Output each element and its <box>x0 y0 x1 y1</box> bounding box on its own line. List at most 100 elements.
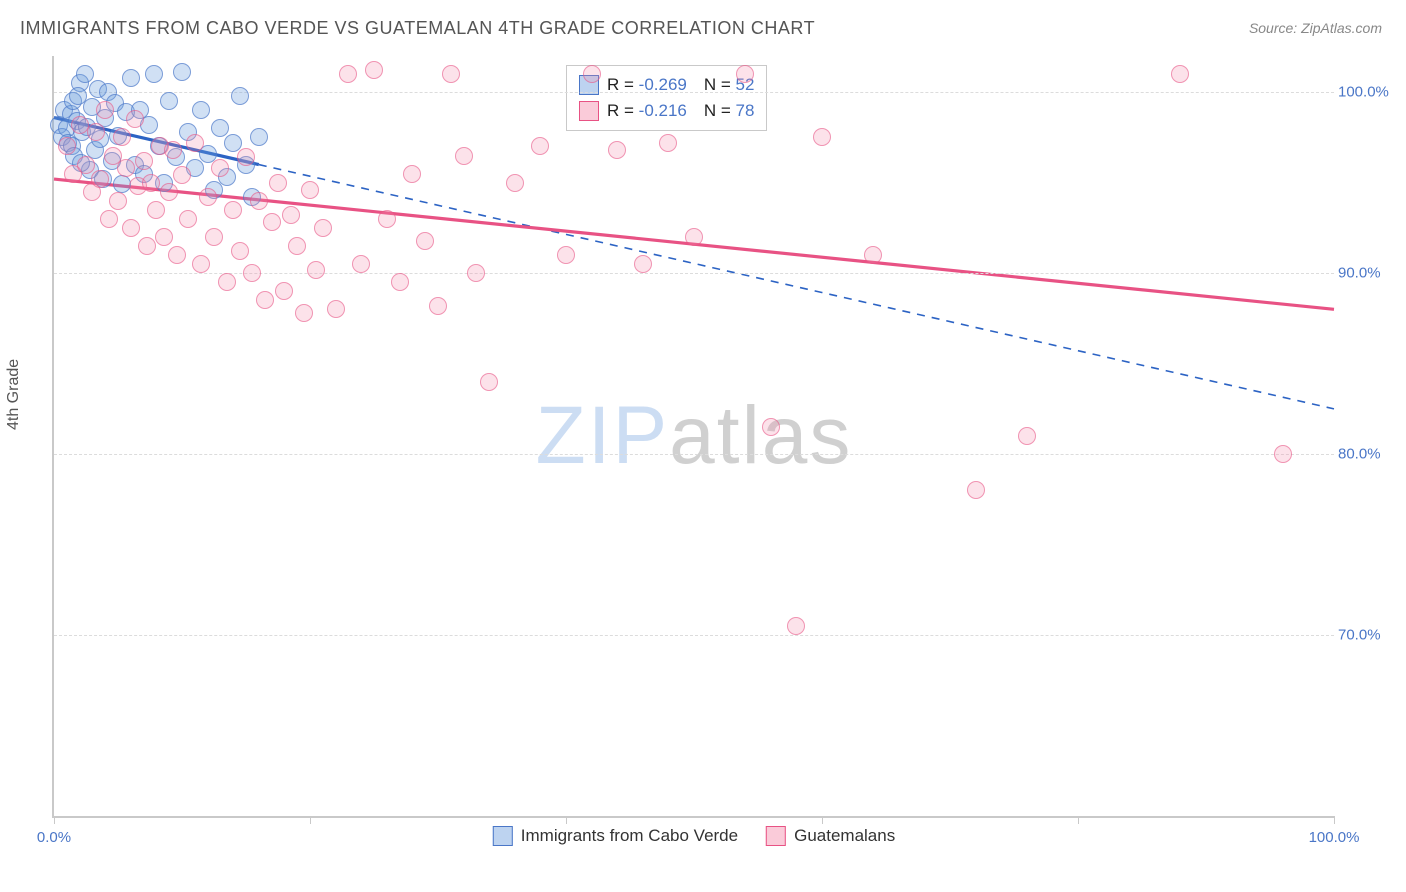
x-tick <box>310 816 311 824</box>
data-point <box>109 192 127 210</box>
data-point <box>762 418 780 436</box>
legend-item: Guatemalans <box>766 826 895 846</box>
data-point <box>275 282 293 300</box>
data-point <box>429 297 447 315</box>
data-point <box>117 159 135 177</box>
data-point <box>659 134 677 152</box>
x-tick-label: 100.0% <box>1309 829 1360 846</box>
data-point <box>237 148 255 166</box>
data-point <box>160 92 178 110</box>
data-point <box>145 65 163 83</box>
data-point <box>211 119 229 137</box>
data-point <box>71 116 89 134</box>
data-point <box>199 188 217 206</box>
data-point <box>263 213 281 231</box>
data-point <box>339 65 357 83</box>
legend-stats: R = -0.216 N = 78 <box>607 101 754 121</box>
legend-label: Guatemalans <box>794 826 895 846</box>
data-point <box>122 69 140 87</box>
data-point <box>583 65 601 83</box>
data-point <box>282 206 300 224</box>
data-point <box>416 232 434 250</box>
source-attrib: Source: ZipAtlas.com <box>1249 20 1382 36</box>
data-point <box>231 242 249 260</box>
data-point <box>250 192 268 210</box>
data-point <box>480 373 498 391</box>
data-point <box>307 261 325 279</box>
watermark: ZIPatlas <box>536 389 853 483</box>
data-point <box>634 255 652 273</box>
data-point <box>186 134 204 152</box>
data-point <box>231 87 249 105</box>
y-tick-label: 70.0% <box>1338 627 1398 644</box>
data-point <box>256 291 274 309</box>
data-point <box>1171 65 1189 83</box>
data-point <box>269 174 287 192</box>
data-point <box>211 159 229 177</box>
data-point <box>113 128 131 146</box>
data-point <box>96 101 114 119</box>
legend-swatch <box>579 101 599 121</box>
watermark-zip: ZIP <box>536 390 670 481</box>
data-point <box>113 175 131 193</box>
data-point <box>69 87 87 105</box>
legend-row: R = -0.216 N = 78 <box>579 98 754 124</box>
legend-label: Immigrants from Cabo Verde <box>521 826 738 846</box>
legend-item: Immigrants from Cabo Verde <box>493 826 738 846</box>
y-tick-label: 80.0% <box>1338 446 1398 463</box>
data-point <box>391 273 409 291</box>
data-point <box>864 246 882 264</box>
x-tick <box>54 816 55 824</box>
x-tick-label: 0.0% <box>37 829 71 846</box>
data-point <box>135 152 153 170</box>
data-point <box>608 141 626 159</box>
data-point <box>160 183 178 201</box>
data-point <box>455 147 473 165</box>
data-point <box>138 237 156 255</box>
data-point <box>224 134 242 152</box>
trend-line <box>259 165 1334 409</box>
data-point <box>365 61 383 79</box>
data-point <box>557 246 575 264</box>
data-point <box>787 617 805 635</box>
data-point <box>173 63 191 81</box>
data-point <box>352 255 370 273</box>
data-point <box>467 264 485 282</box>
gridline <box>54 635 1334 636</box>
data-point <box>77 156 95 174</box>
data-point <box>218 273 236 291</box>
data-point <box>91 170 109 188</box>
data-point <box>168 246 186 264</box>
data-point <box>58 137 76 155</box>
data-point <box>301 181 319 199</box>
data-point <box>967 481 985 499</box>
data-point <box>442 65 460 83</box>
y-tick-label: 100.0% <box>1338 84 1398 101</box>
data-point <box>531 137 549 155</box>
data-point <box>288 237 306 255</box>
data-point <box>403 165 421 183</box>
data-point <box>1018 427 1036 445</box>
data-point <box>100 210 118 228</box>
data-point <box>1274 445 1292 463</box>
series-legend: Immigrants from Cabo Verde Guatemalans <box>493 826 895 846</box>
data-point <box>122 219 140 237</box>
legend-swatch <box>493 826 513 846</box>
y-tick-label: 90.0% <box>1338 265 1398 282</box>
data-point <box>192 255 210 273</box>
data-point <box>250 128 268 146</box>
watermark-atlas: atlas <box>669 390 852 481</box>
data-point <box>173 166 191 184</box>
data-point <box>506 174 524 192</box>
data-point <box>243 264 261 282</box>
data-point <box>295 304 313 322</box>
x-tick <box>566 816 567 824</box>
data-point <box>126 110 144 128</box>
x-tick <box>1078 816 1079 824</box>
data-point <box>87 123 105 141</box>
data-point <box>736 65 754 83</box>
legend-swatch <box>766 826 786 846</box>
legend-row: R = -0.269 N = 52 <box>579 72 754 98</box>
x-tick <box>1334 816 1335 824</box>
data-point <box>164 141 182 159</box>
